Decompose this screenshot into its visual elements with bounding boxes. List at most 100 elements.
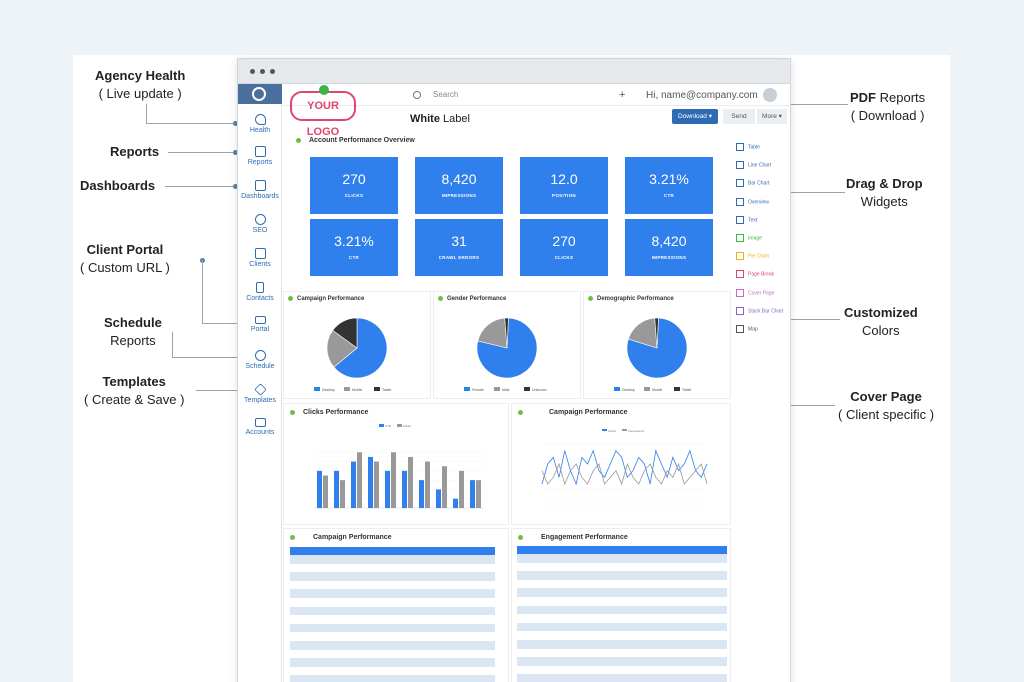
sidebar-item-templates[interactable]: Templates (238, 383, 282, 404)
widget-icon (736, 215, 744, 224)
panel-title: Gender Performance (438, 296, 506, 302)
kpi-label: CLICKS (344, 193, 364, 198)
table-row (290, 572, 495, 581)
widget-label: Pie Chart (748, 253, 769, 260)
window-dot (270, 69, 275, 74)
widget-item[interactable]: Image (736, 234, 790, 242)
table-row (517, 563, 727, 572)
more-button[interactable]: More ▾ (757, 109, 787, 124)
kpi-tile[interactable]: 8,420 IMPRESSIONS (625, 219, 713, 276)
bar (385, 470, 390, 508)
kpi-tile[interactable]: 12.0 POSITION (520, 157, 608, 214)
sidebar-item-contacts[interactable]: Contacts (238, 282, 282, 302)
legend-swatch (397, 424, 402, 427)
kpi-value: 3.21% (334, 233, 374, 249)
widget-label: Line Chart (748, 162, 772, 169)
sidebar-item-label: Accounts (245, 429, 275, 436)
kpi-tile[interactable]: 270 CLICKS (310, 157, 398, 214)
sidebar-item-portal[interactable]: Portal (238, 316, 282, 333)
sidebar-item-accounts[interactable]: Accounts (238, 418, 282, 436)
widget-item[interactable]: Overview (736, 197, 790, 206)
widget-label: Page Break (748, 271, 775, 278)
bar (425, 461, 430, 508)
sidebar-item-label: Health (249, 127, 271, 134)
sidebar-item-label: SEO (252, 227, 268, 234)
briefcase-icon (254, 248, 266, 259)
kpi-tile[interactable]: 3.21% CTR (625, 157, 713, 214)
app-window: Health Reports Dashboards SEO Clients Co… (237, 58, 791, 682)
app-logo[interactable] (238, 84, 282, 104)
widget-item[interactable]: Bar Chart (736, 179, 790, 188)
kpi-tile[interactable]: 3.21% CTR (310, 219, 398, 276)
callout-title: Schedule (104, 315, 162, 330)
bar (317, 470, 322, 508)
series-line (541, 462, 708, 486)
legend-label: Desktop (622, 388, 635, 392)
panel-title: Campaign Performance (288, 296, 364, 302)
widget-icon (736, 306, 744, 315)
widget-item[interactable]: Line Chart (736, 161, 790, 170)
callout-sub: Widgets (860, 194, 908, 209)
callout-sub: Reports (110, 333, 156, 348)
kpi-value: 8,420 (441, 171, 477, 187)
overview-title: Account Performance Overview (296, 137, 415, 144)
page-title-bold: White (410, 113, 440, 125)
sidebar-item-clients[interactable]: Clients (238, 248, 282, 268)
connector (765, 192, 845, 193)
download-button[interactable]: Download ▾ (672, 109, 718, 124)
send-button[interactable]: Send (723, 109, 755, 124)
kpi-tile[interactable]: 8,420 IMPRESSIONS (415, 157, 503, 214)
sidebar-item-label: Contacts (246, 295, 274, 302)
legend-label: Mobile (652, 388, 662, 392)
widget-item[interactable]: Table (736, 143, 790, 151)
widget-item[interactable]: Cover Page (736, 288, 790, 297)
callout-title-suffix: Reports (876, 90, 926, 105)
campaign-line-chart: Clicks Impressions (541, 429, 708, 505)
sidebar-item-health[interactable]: Health (238, 114, 282, 134)
callout-customized: Customized Colors (844, 305, 918, 338)
widget-icon (736, 234, 744, 242)
page-title: White Label (410, 113, 470, 125)
search-input[interactable]: Search (413, 90, 458, 99)
legend-label: Male (502, 388, 510, 392)
bar (368, 456, 373, 508)
brand-logo[interactable]: YOUR LOGO (290, 85, 356, 138)
kpi-label: CTR (348, 255, 360, 260)
widget-item[interactable]: Text (736, 215, 790, 224)
panel-title-text: Campaign Performance (313, 534, 392, 541)
avatar[interactable] (763, 88, 777, 102)
search-icon (413, 90, 421, 99)
user-email: Hi, name@company.com (646, 90, 758, 101)
data-table (517, 546, 727, 682)
kpi-label: CLICKS (554, 255, 574, 260)
badge-icon (319, 85, 329, 95)
bar (402, 470, 407, 508)
widget-item[interactable]: Page Break (736, 270, 790, 279)
sidebar-item-schedule[interactable]: Schedule (238, 350, 282, 370)
sidebar-item-dashboards[interactable]: Dashboards (238, 180, 282, 200)
kpi-tile[interactable]: 31 CRAWL ERRORS (415, 219, 503, 276)
legend-label: Tablet (682, 388, 691, 392)
widget-item[interactable]: Stack Bar Chart (736, 306, 790, 315)
table-row (517, 649, 727, 658)
sidebar-item-reports[interactable]: Reports (238, 146, 282, 166)
brand-logo-text: YOUR LOGO (306, 100, 340, 138)
add-button[interactable]: + (619, 89, 626, 101)
legend-swatch (644, 387, 650, 391)
table-row (517, 614, 727, 623)
bar (408, 456, 413, 508)
widget-item[interactable]: Map (736, 325, 790, 333)
bar (334, 470, 339, 508)
window-dot (250, 69, 255, 74)
callout-cover-page: Cover Page ( Client specific ) (838, 389, 934, 422)
widget-label: Stack Bar Chart (748, 308, 784, 315)
kpi-tile[interactable]: 270 CLICKS (520, 219, 608, 276)
callout-dashboards: Dashboards (80, 178, 155, 193)
sidebar-item-seo[interactable]: SEO (238, 214, 282, 234)
connector (172, 357, 245, 358)
widget-item[interactable]: Pie Chart (736, 252, 790, 261)
pie-slice (326, 329, 358, 368)
sidebar-item-label: Schedule (245, 363, 275, 370)
table-row (290, 658, 495, 667)
legend-swatch (464, 387, 470, 391)
